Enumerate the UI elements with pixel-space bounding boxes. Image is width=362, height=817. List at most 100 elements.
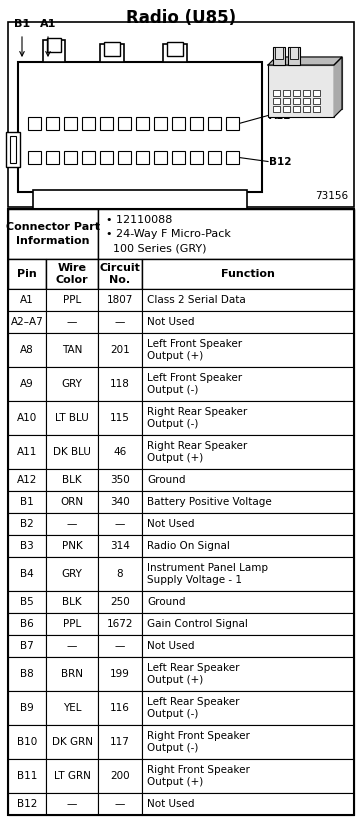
Bar: [142, 557, 354, 591]
Bar: [8, 259, 46, 289]
Bar: [118, 117, 131, 130]
Bar: [8, 435, 46, 469]
Bar: [98, 259, 142, 289]
Text: Not Used: Not Used: [147, 799, 194, 809]
Bar: [18, 62, 262, 192]
Text: B1: B1: [20, 497, 34, 507]
Text: Not Used: Not Used: [147, 519, 194, 529]
Bar: [98, 557, 142, 591]
Text: Not Used: Not Used: [147, 317, 194, 327]
Text: 314: 314: [110, 541, 130, 551]
Bar: [46, 311, 98, 333]
Bar: [8, 725, 46, 759]
Bar: [46, 691, 98, 725]
Bar: [8, 289, 46, 311]
Bar: [142, 635, 354, 657]
Text: BLK: BLK: [62, 597, 82, 607]
Bar: [46, 401, 98, 435]
Bar: [208, 151, 221, 164]
Text: A11: A11: [17, 447, 37, 457]
Text: Left Rear Speaker
Output (+): Left Rear Speaker Output (+): [147, 663, 240, 685]
Bar: [46, 333, 98, 367]
Bar: [154, 117, 167, 130]
Text: —: —: [115, 641, 125, 651]
Bar: [98, 591, 142, 613]
Bar: [46, 725, 98, 759]
Bar: [46, 435, 98, 469]
Bar: [276, 57, 342, 109]
Text: B3: B3: [20, 541, 34, 551]
Bar: [8, 793, 46, 815]
Bar: [33, 190, 247, 214]
Bar: [8, 691, 46, 725]
Bar: [46, 657, 98, 691]
Bar: [46, 469, 98, 491]
Bar: [8, 333, 46, 367]
Bar: [142, 691, 354, 725]
Bar: [142, 491, 354, 513]
Text: Radio (U85): Radio (U85): [126, 9, 236, 27]
Text: Radio On Signal: Radio On Signal: [147, 541, 230, 551]
Bar: [136, 151, 149, 164]
Text: 117: 117: [110, 737, 130, 747]
Bar: [167, 42, 183, 56]
Text: Function: Function: [221, 269, 275, 279]
Text: 201: 201: [110, 345, 130, 355]
Bar: [313, 90, 320, 96]
Bar: [28, 117, 41, 130]
Bar: [46, 591, 98, 613]
Bar: [142, 311, 354, 333]
Text: Right Rear Speaker
Output (+): Right Rear Speaker Output (+): [147, 441, 247, 463]
Text: TAN: TAN: [62, 345, 82, 355]
Bar: [98, 657, 142, 691]
Text: 73156: 73156: [315, 191, 348, 201]
Bar: [142, 793, 354, 815]
Bar: [273, 106, 280, 112]
Bar: [190, 117, 203, 130]
Bar: [100, 44, 124, 62]
Bar: [273, 98, 280, 104]
Bar: [98, 209, 354, 259]
Text: Right Rear Speaker
Output (-): Right Rear Speaker Output (-): [147, 407, 247, 429]
Bar: [8, 557, 46, 591]
Bar: [142, 535, 354, 557]
Text: B7: B7: [20, 641, 34, 651]
Text: Battery Positive Voltage: Battery Positive Voltage: [147, 497, 272, 507]
Text: —: —: [115, 317, 125, 327]
Bar: [46, 289, 98, 311]
Bar: [98, 613, 142, 635]
Text: A1: A1: [40, 19, 56, 29]
Bar: [142, 367, 354, 401]
Bar: [190, 151, 203, 164]
Bar: [98, 635, 142, 657]
Bar: [8, 367, 46, 401]
Text: —: —: [67, 641, 77, 651]
Bar: [273, 47, 285, 65]
Text: DK GRN: DK GRN: [51, 737, 93, 747]
Polygon shape: [268, 57, 342, 65]
Text: • 12110088
• 24-Way F Micro-Pack
  100 Series (GRY): • 12110088 • 24-Way F Micro-Pack 100 Ser…: [106, 215, 231, 253]
Bar: [8, 513, 46, 535]
Text: Right Front Speaker
Output (-): Right Front Speaker Output (-): [147, 730, 250, 753]
Bar: [313, 98, 320, 104]
Bar: [275, 47, 283, 59]
Text: YEL: YEL: [63, 703, 81, 713]
Text: B5: B5: [20, 597, 34, 607]
Bar: [283, 98, 290, 104]
Text: 1672: 1672: [107, 619, 133, 629]
Bar: [98, 289, 142, 311]
Bar: [98, 535, 142, 557]
Bar: [136, 117, 149, 130]
Bar: [293, 106, 300, 112]
Text: 250: 250: [110, 597, 130, 607]
Text: Circuit
No.: Circuit No.: [100, 263, 140, 285]
Bar: [172, 151, 185, 164]
Bar: [208, 117, 221, 130]
Bar: [268, 65, 334, 117]
Text: Not Used: Not Used: [147, 641, 194, 651]
Text: Wire
Color: Wire Color: [56, 263, 88, 285]
Bar: [142, 513, 354, 535]
Bar: [118, 151, 131, 164]
Text: B2: B2: [20, 519, 34, 529]
Bar: [48, 212, 68, 226]
